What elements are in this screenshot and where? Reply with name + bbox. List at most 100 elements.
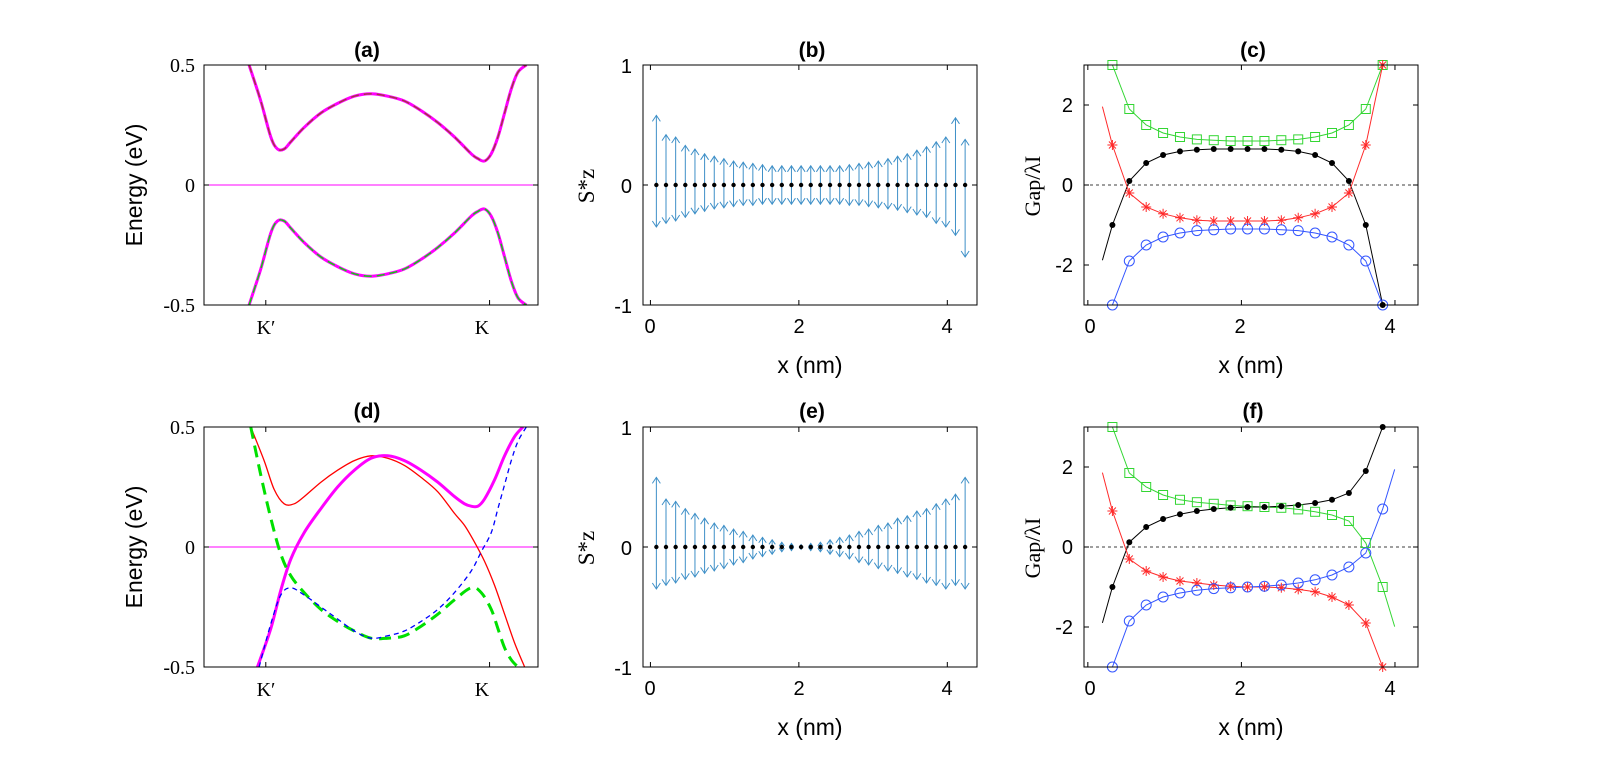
panel-c-marker-dot [1143,160,1150,166]
panel-e-zero-dot [741,544,746,550]
panel-b-arrow-head [941,136,951,144]
panel-c-marker-star [1242,216,1253,226]
panel-f-marker-square [1191,497,1202,508]
panel-b-arrow-head [748,199,758,207]
panel-f-marker-circle [1343,561,1355,573]
panel-b-arrow-head [651,114,661,122]
panel-b-arrow-head [738,199,748,207]
panel-b-ylabel: S*z [574,169,599,204]
panel-c-marker-dot [1329,160,1336,166]
panel-b-ytick-label: 1 [621,56,632,78]
panel-b-arrow [700,185,710,213]
panel-d-axes-box [203,426,539,668]
panel-b: (b) 1 0 -1 0 2 4 x (nm) S*z [574,39,978,378]
panel-b-zero-dot [712,182,717,188]
panel-b-arrow-head [912,149,922,157]
panel-e-zero-dot [847,544,852,550]
panel-e-arrow [864,547,874,566]
panel-b-arrow [864,161,874,185]
panel-c-marker-star [1259,216,1270,226]
panel-b-arrow [960,185,970,258]
panel-e-arrow-head [748,534,758,542]
panel-c-marker-star [1360,140,1371,150]
panel-e-arrow-head [873,524,883,532]
panel-b-arrow [941,136,951,185]
panel-f-marker-circle [1242,581,1254,593]
panel-b-arrow-head [854,199,864,207]
panel-b-arrow-head [893,155,902,163]
panel-e-zero-dot [885,544,891,550]
panel-c-xtick-label: 2 [1234,316,1245,338]
panel-f-marker-square [1343,516,1354,526]
panel-e-zero-dot [673,544,678,550]
panel-e-arrow [709,522,719,547]
panel-f-marker-square [1327,510,1338,520]
panel-b-arrow-head [748,162,758,170]
panel-b-xlabel: x (nm) [777,352,842,378]
panel-b-arrow [651,114,661,185]
panel-b-zero-dot [827,182,833,188]
panel-a-ytick-label: 0.5 [170,55,195,77]
panel-e-arrow [738,530,748,547]
panel-c-marker-star [1191,215,1202,226]
panel-e-zero-dot [731,544,736,550]
panel-f-marker-dot [1227,504,1234,511]
panel-f: (f) 2 0 -2 0 2 4 x (nm) Gap/λI [1020,400,1419,740]
panel-e-arrow [651,476,661,547]
panel-a-title: (a) [354,39,380,62]
panel-e-arrow-head [738,530,748,538]
panel-e-arrow [651,547,661,590]
panel-b-title: (b) [799,39,826,62]
panel-e-zero-dot [654,544,659,550]
panel-a-series-upper-band [247,65,528,163]
panel-f-marker-circle [1174,587,1186,599]
panel-b-arrow [748,185,758,207]
panel-e-zero-dot [750,544,756,550]
panel-b-arrow-head [864,161,874,169]
panel-c-marker-circle [1292,225,1304,237]
panel-b-arrow-head [883,157,893,165]
panel-e-arrow-head [883,564,893,572]
panel-f-marker-circle [1292,577,1304,589]
panel-e-arrow-head [893,567,902,575]
panel-c-series-green-squares [1111,65,1384,142]
panel-f-marker-star [1225,581,1236,592]
panel-b-arrow-head [787,164,796,173]
panel-e-arrow [941,498,951,547]
panel-b-zero-dot [847,182,852,188]
panel-b-zero-dot [895,182,900,188]
panel-c-marker-square [1191,134,1202,145]
panel-b-arrow [912,185,922,216]
panel-f-marker-dot [1210,506,1217,512]
panel-b-arrow-head [719,157,729,165]
panel-b-xtick-label: 4 [941,316,952,338]
panel-e-zero-dot [876,544,881,550]
panel-c-series-red-stars [1101,65,1384,222]
panel-e-arrow [729,528,738,547]
panel-b-arrow [873,160,883,185]
panel-a-xtick-label: K′ [257,317,276,339]
panel-f-marker-star [1208,580,1219,590]
panel-e-zero-dot [779,544,784,550]
panel-b-zero-dot [789,182,794,188]
panel-e-zero-dot [866,544,871,550]
panel-b-arrow-head [796,164,806,173]
panel-b-xtick-label: 2 [793,316,804,338]
panel-e-arrow [680,547,690,581]
panel-f-marker-square [1377,582,1388,592]
panel-b-arrow [729,185,738,208]
panel-e-arrow-head [700,517,710,525]
panel-e-arrow [864,528,874,547]
panel-c-ytick-label: 2 [1062,95,1073,117]
panel-b-arrow [777,164,787,185]
panel-e-arrow-head [941,582,951,590]
panel-b-arrow [777,185,787,206]
panel-e-arrow [873,547,883,570]
panel-c-marker-star [1158,208,1169,219]
panel-b-arrow-head [806,164,816,173]
panel-e-arrow-head [700,567,710,575]
panel-f-xtick-label: 0 [1084,678,1095,700]
panel-e-arrow-head [864,558,874,566]
panel-f-title: (f) [1243,400,1264,423]
panel-e-arrow-head [748,552,758,560]
